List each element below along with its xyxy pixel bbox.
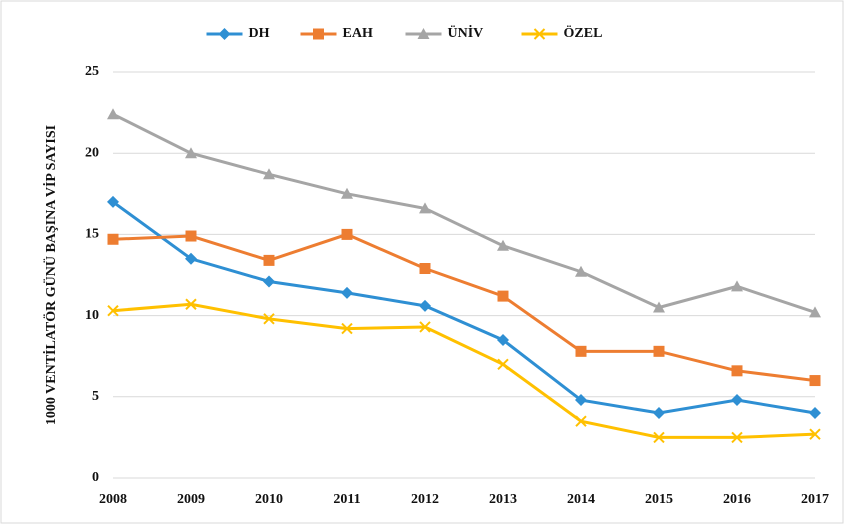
y-tick-label: 5: [92, 389, 99, 404]
legend-marker: [533, 28, 546, 40]
x-tick-label: 2008: [99, 492, 127, 507]
data-point: [419, 321, 431, 333]
legend-label: DH: [249, 26, 270, 41]
x-tick-label: 2012: [411, 492, 439, 507]
x-tick-label: 2017: [801, 492, 829, 507]
y-axis-label: 1000 VENTİLATÖR GÜNÜ BAŞINA VİP SAYISI: [42, 125, 59, 425]
legend-label: ÜNİV: [448, 24, 484, 41]
data-point: [419, 202, 431, 214]
legend-marker: [417, 28, 430, 39]
data-point: [341, 187, 353, 199]
x-tick-label: 2009: [177, 492, 205, 507]
series-line: [112, 200, 816, 415]
data-point: [653, 407, 665, 420]
data-point: [809, 306, 821, 318]
legend-label: EAH: [343, 26, 373, 41]
data-point: [809, 428, 821, 440]
data-point: [809, 375, 821, 387]
data-point: [107, 195, 119, 208]
series-line: [112, 112, 816, 314]
data-point: [263, 168, 275, 180]
data-point: [653, 345, 665, 357]
data-point: [263, 313, 275, 325]
x-tick-label: 2010: [255, 492, 283, 507]
y-tick-label: 0: [92, 470, 99, 485]
x-tick-label: 2015: [645, 492, 673, 507]
data-point: [575, 415, 587, 427]
data-point: [731, 280, 743, 292]
data-point: [731, 365, 743, 377]
data-point: [731, 394, 743, 407]
legend-marker: [313, 28, 324, 40]
data-point: [575, 265, 587, 277]
y-tick-label: 10: [85, 308, 99, 323]
data-point: [185, 298, 197, 310]
y-tick-label: 25: [85, 64, 99, 79]
data-point: [185, 230, 197, 242]
data-point: [497, 239, 509, 251]
data-point: [497, 333, 509, 346]
data-point: [419, 263, 431, 275]
data-point: [341, 286, 353, 299]
data-point: [419, 299, 431, 312]
data-point: [341, 228, 353, 240]
data-point: [263, 254, 275, 266]
data-point: [497, 290, 509, 302]
data-point: [341, 322, 353, 335]
data-point: [185, 252, 197, 265]
series-line: [112, 232, 816, 383]
data-point: [107, 108, 119, 120]
data-point: [575, 394, 587, 407]
y-tick-label: 20: [85, 145, 99, 160]
x-tick-label: 2011: [333, 492, 360, 507]
data-point: [731, 431, 743, 444]
x-tick-label: 2014: [567, 492, 595, 507]
data-point: [107, 233, 119, 245]
legend-marker: [218, 28, 231, 40]
x-tick-label: 2016: [723, 492, 751, 507]
data-point: [107, 305, 119, 317]
data-point: [809, 407, 821, 420]
data-point: [185, 147, 197, 159]
data-point: [653, 431, 665, 444]
legend-label: ÖZEL: [564, 24, 603, 41]
data-point: [497, 358, 509, 371]
y-tick-label: 15: [85, 227, 99, 242]
series-line: [112, 302, 816, 439]
x-tick-label: 2013: [489, 492, 517, 507]
data-point: [653, 301, 665, 313]
data-point: [263, 275, 275, 288]
data-point: [575, 345, 587, 357]
